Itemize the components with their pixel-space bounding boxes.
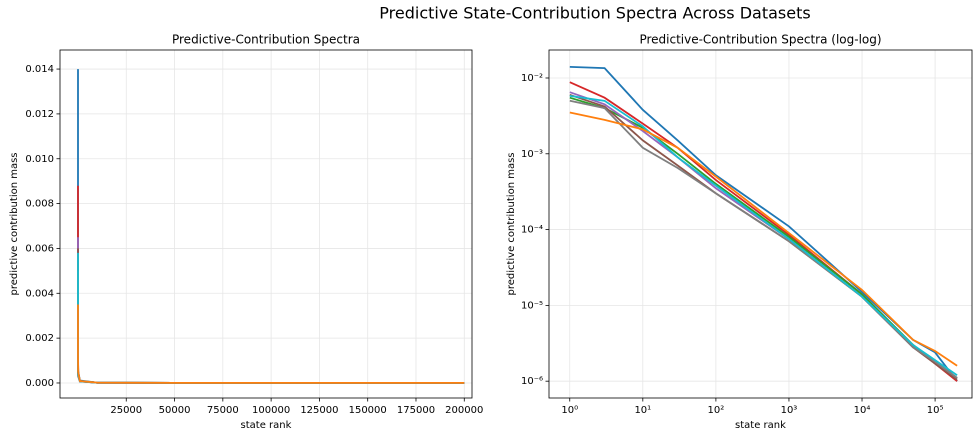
series-line [77,304,465,384]
x-tick-label: 175000 [397,405,435,416]
y-tick-label: 0.014 [25,64,54,75]
y-axis-label: predictive contribution mass [506,152,517,295]
x-tick-label: 10⁵ [927,405,944,416]
x-tick-label: 50000 [159,405,191,416]
y-tick-label: 0.004 [25,288,54,299]
y-tick-label: 10⁻⁵ [521,300,543,311]
axes-title: Predictive-Contribution Spectra (log-log… [639,33,881,47]
y-tick-label: 0.008 [25,199,54,210]
y-tick-label: 0.006 [25,243,54,254]
x-tick-label: 200000 [445,405,483,416]
x-tick-label: 25000 [110,405,142,416]
x-axis-label: state rank [241,420,292,431]
y-tick-label: 0.000 [25,378,54,389]
series-line [569,93,958,381]
x-tick-label: 10³ [781,405,798,416]
series-line [569,95,958,376]
series-line [569,91,958,379]
series-line [569,111,958,367]
y-axis-label: predictive contribution mass [9,152,20,295]
series-line [569,99,958,379]
x-tick-label: 10⁰ [561,405,578,416]
axes-frame [548,49,973,399]
y-tick-label: 10⁻² [521,73,543,84]
x-tick-label: 10¹ [634,405,651,416]
series-line [569,96,958,379]
x-tick-label: 10⁴ [854,405,871,416]
y-tick-label: 0.002 [25,333,54,344]
y-tick-label: 10⁻³ [521,149,543,160]
figure-title: Predictive State-Contribution Spectra Ac… [379,4,810,23]
x-tick-label: 10² [708,405,725,416]
y-tick-label: 0.010 [25,154,54,165]
y-tick-label: 0.012 [25,109,54,120]
axes-title: Predictive-Contribution Spectra [172,33,360,47]
y-tick-label: 10⁻⁴ [521,225,543,236]
y-tick-label: 10⁻⁶ [521,376,543,387]
x-axis-label: state rank [735,420,786,431]
x-tick-label: 75000 [207,405,239,416]
x-tick-label: 100000 [252,405,290,416]
x-tick-label: 125000 [300,405,338,416]
axes-frame [59,49,473,399]
x-tick-label: 150000 [349,405,387,416]
